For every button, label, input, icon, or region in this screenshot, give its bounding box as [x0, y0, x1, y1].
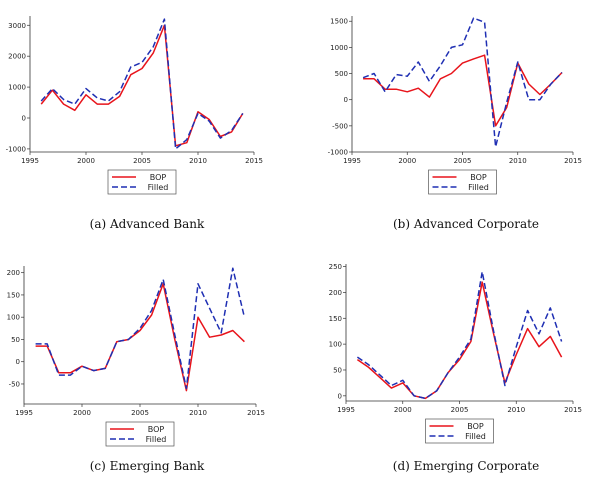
- x-tick-label: 2010: [189, 409, 207, 417]
- y-tick-label: 3000: [8, 22, 26, 30]
- legend-label: BOP: [470, 173, 487, 182]
- x-tick-label: 2015: [245, 157, 263, 165]
- series-line-filled: [35, 267, 246, 390]
- legend-box: [105, 421, 175, 447]
- x-tick-label: 2010: [509, 157, 527, 165]
- x-tick-label: 2015: [564, 406, 582, 414]
- x-tick-label: 1995: [15, 409, 33, 417]
- y-tick-label: 150: [7, 291, 20, 299]
- chart-panel-4: 0 50 100 150 200 250 1995 2000 2005 2010 2015 BOPFi…: [329, 263, 582, 473]
- y-tick-label: -1000: [6, 145, 26, 153]
- y-tick-label: 0: [16, 358, 20, 366]
- y-tick-label: -50: [9, 380, 20, 388]
- y-tick-label: 500: [335, 70, 348, 78]
- y-tick-label: 100: [7, 314, 20, 322]
- x-tick-label: 2010: [507, 406, 525, 414]
- legend-label: Filled: [148, 183, 169, 192]
- series-line-bop: [356, 281, 563, 400]
- panel-caption: (a) Advanced Bank: [90, 217, 205, 231]
- legend-label: BOP: [467, 422, 484, 431]
- x-tick-label: 2005: [454, 157, 472, 165]
- x-tick-label: 2000: [394, 406, 412, 414]
- y-tick-label: 50: [333, 366, 342, 374]
- y-tick-label: 0: [338, 392, 342, 400]
- y-tick-label: 200: [7, 269, 20, 277]
- x-tick-label: 2000: [398, 157, 416, 165]
- legend-label: Filled: [465, 432, 486, 441]
- legend-label: BOP: [148, 425, 165, 434]
- y-tick-label: 1000: [8, 84, 26, 92]
- y-tick-label: 2000: [8, 53, 26, 61]
- legend-box: [107, 169, 177, 195]
- y-tick-label: 0: [22, 115, 26, 123]
- series-line-bop: [40, 24, 244, 147]
- x-tick-label: 2015: [564, 157, 582, 165]
- series-line-bop: [363, 54, 563, 127]
- x-tick-label: 2000: [73, 409, 91, 417]
- chart-panel-1: -1000 0 1000 2000 3000 1995 2000 2005 2010 2015 BO…: [6, 16, 263, 231]
- y-tick-label: 1000: [330, 44, 348, 52]
- y-tick-label: 250: [329, 263, 342, 271]
- x-tick-label: 1995: [343, 157, 361, 165]
- chart-panel-2: -1000 -500 0 500 1000 1500 1995 2000 2005 2010 201…: [328, 16, 582, 231]
- y-tick-label: 1500: [330, 18, 348, 26]
- chart-panel-3: -50 0 50 100 150 200 1995 2000 2005 2010 2015 BOPFi…: [7, 266, 265, 473]
- x-tick-label: 2000: [77, 157, 95, 165]
- legend-label: Filled: [146, 435, 167, 444]
- y-tick-label: 50: [11, 336, 20, 344]
- y-tick-label: 0: [344, 96, 348, 104]
- series-line-filled: [356, 271, 563, 400]
- legend-label: Filled: [468, 183, 489, 192]
- x-tick-label: 1995: [21, 157, 39, 165]
- legend-label: BOP: [150, 173, 167, 182]
- x-tick-label: 1995: [337, 406, 355, 414]
- series-line-filled: [362, 17, 563, 148]
- y-tick-label: 200: [329, 289, 342, 297]
- legend-box: [428, 169, 497, 195]
- series-line-filled: [40, 18, 244, 150]
- legend-box: [425, 418, 494, 444]
- x-tick-label: 2015: [247, 409, 265, 417]
- x-tick-label: 2010: [189, 157, 207, 165]
- panel-caption: (c) Emerging Bank: [90, 459, 205, 473]
- x-tick-label: 2005: [133, 157, 151, 165]
- x-tick-label: 2005: [451, 406, 469, 414]
- panel-caption: (b) Advanced Corporate: [393, 217, 539, 231]
- y-tick-label: 150: [329, 315, 342, 323]
- y-tick-label: -500: [332, 122, 348, 130]
- series-line-bop: [35, 283, 245, 392]
- panel-caption: (d) Emerging Corporate: [393, 459, 539, 473]
- x-tick-label: 2005: [131, 409, 149, 417]
- y-tick-label: -1000: [328, 149, 348, 157]
- y-tick-label: 100: [329, 341, 342, 349]
